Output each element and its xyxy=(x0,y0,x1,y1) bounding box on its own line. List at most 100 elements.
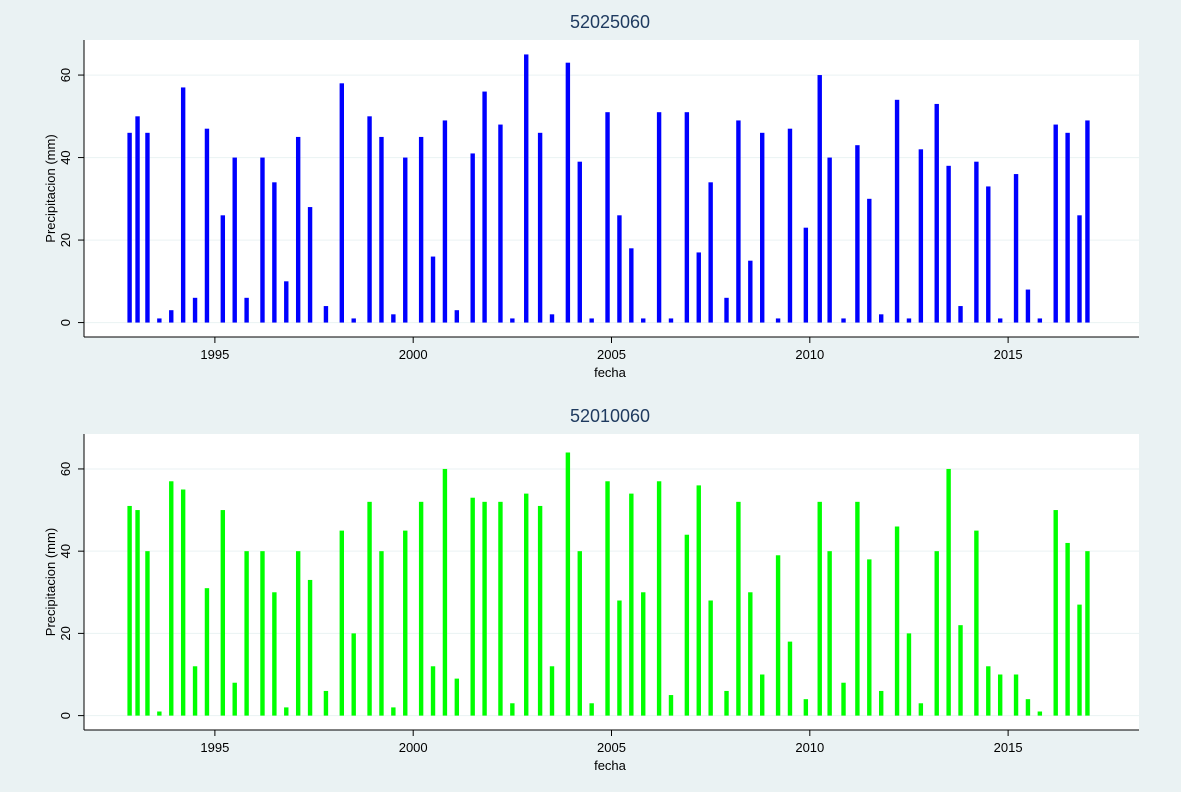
data-bar xyxy=(760,132,765,323)
data-bar xyxy=(787,641,793,716)
data-bar xyxy=(295,136,301,323)
data-bar xyxy=(986,666,991,716)
data-bar xyxy=(510,318,515,323)
data-bar xyxy=(878,314,884,323)
data-bar xyxy=(629,493,634,716)
data-bar xyxy=(498,124,503,323)
data-bar xyxy=(295,551,301,716)
data-bar xyxy=(244,297,249,323)
data-bar xyxy=(589,318,594,323)
data-bar xyxy=(403,157,408,323)
data-bar xyxy=(841,682,846,716)
data-bar xyxy=(1037,318,1043,323)
data-bar xyxy=(708,182,713,323)
y-tick-label: 60 xyxy=(58,462,73,476)
data-bar xyxy=(482,91,487,323)
data-bar xyxy=(339,530,345,716)
data-bar xyxy=(537,505,543,716)
data-bar xyxy=(775,318,781,323)
data-bar xyxy=(454,310,460,323)
data-bar xyxy=(169,481,174,716)
data-bar xyxy=(145,551,150,716)
data-bar xyxy=(127,132,132,323)
data-bar xyxy=(946,468,951,716)
data-bar xyxy=(565,62,571,323)
data-bar xyxy=(307,579,313,716)
data-bar xyxy=(391,314,396,323)
data-bar xyxy=(157,711,162,716)
data-bar xyxy=(617,215,622,323)
data-bar xyxy=(1065,132,1070,323)
data-bar xyxy=(260,157,265,323)
data-bar xyxy=(696,252,701,323)
data-bar xyxy=(803,699,809,716)
data-bar xyxy=(549,666,555,716)
data-bar xyxy=(323,690,329,716)
data-bar xyxy=(1025,289,1031,323)
data-bar xyxy=(656,481,662,716)
data-bar xyxy=(684,534,690,716)
y-tick-label: 60 xyxy=(58,68,73,82)
chart-title: 52010060 xyxy=(570,406,650,426)
data-bar xyxy=(442,468,448,716)
data-bar xyxy=(1053,124,1058,323)
data-bar xyxy=(1025,699,1031,716)
data-bar xyxy=(894,99,900,323)
y-tick-label: 40 xyxy=(58,150,73,164)
data-bar xyxy=(565,452,571,716)
data-bar xyxy=(470,153,475,323)
data-bar xyxy=(180,489,186,716)
data-bar xyxy=(878,690,884,716)
data-bar xyxy=(577,551,582,716)
data-bar xyxy=(641,592,646,716)
x-tick-label: 2005 xyxy=(597,740,626,755)
data-bar xyxy=(760,674,765,716)
x-tick-label: 2010 xyxy=(795,740,824,755)
x-tick-label: 2005 xyxy=(597,347,626,362)
data-bar xyxy=(867,559,872,716)
data-bar xyxy=(855,501,860,716)
data-bar xyxy=(736,501,741,716)
data-bar xyxy=(617,600,622,716)
data-bar xyxy=(1085,551,1090,716)
data-bar xyxy=(339,83,345,323)
data-bar xyxy=(204,128,210,323)
data-bar xyxy=(906,633,912,716)
data-bar xyxy=(974,161,979,323)
data-bar xyxy=(708,600,713,716)
data-bar xyxy=(736,120,741,323)
data-bar xyxy=(157,318,162,323)
x-tick-label: 1995 xyxy=(200,347,229,362)
data-bar xyxy=(192,666,198,716)
data-bar xyxy=(192,297,198,323)
y-tick-label: 20 xyxy=(58,626,73,640)
x-tick-label: 2010 xyxy=(795,347,824,362)
data-bar xyxy=(260,551,265,716)
data-bar xyxy=(724,690,729,716)
data-bar xyxy=(418,501,424,716)
y-axis-label: Precipitacion (mm) xyxy=(43,134,58,242)
data-bar xyxy=(379,551,384,716)
y-tick-label: 20 xyxy=(58,233,73,247)
data-bar xyxy=(537,132,543,323)
data-bar xyxy=(418,136,424,323)
x-axis-label: fecha xyxy=(594,365,627,380)
data-bar xyxy=(403,530,408,716)
data-bar xyxy=(656,112,662,323)
data-bar xyxy=(918,149,924,323)
data-bar xyxy=(127,505,132,716)
data-bar xyxy=(827,551,832,716)
data-bar xyxy=(1053,510,1058,716)
data-bar xyxy=(244,551,249,716)
data-bar xyxy=(1013,174,1019,323)
data-bar xyxy=(894,526,900,716)
data-bar xyxy=(272,592,277,716)
data-bar xyxy=(135,510,140,716)
data-bar xyxy=(1037,711,1043,716)
data-bar xyxy=(841,318,846,323)
data-bar xyxy=(454,678,460,716)
data-bar xyxy=(827,157,832,323)
chart-title: 52025060 xyxy=(570,12,650,32)
data-bar xyxy=(605,112,610,323)
